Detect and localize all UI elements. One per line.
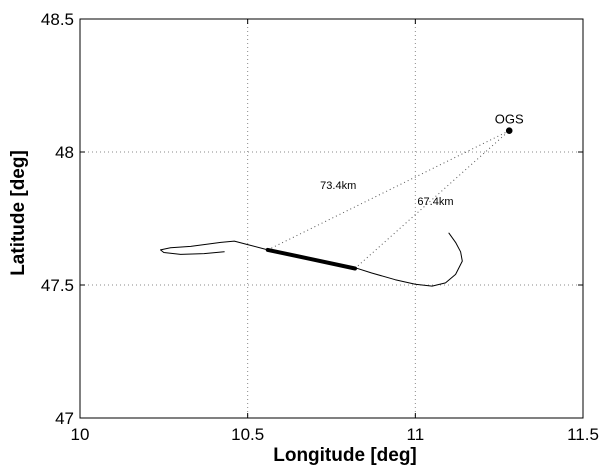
- x-tick-label: 10.5: [231, 425, 264, 444]
- station-marker: [505, 127, 513, 135]
- plot-frame: [79, 18, 584, 419]
- x-tick-label: 10: [71, 425, 90, 444]
- distance-line-1: [354, 130, 510, 269]
- annotations: OGS 73.4km 67.4km: [320, 112, 524, 208]
- grid-lines: [80, 19, 583, 418]
- x-tick-label: 11: [407, 425, 425, 444]
- y-tick-label: 47: [55, 409, 74, 428]
- distance-line-0: [267, 130, 510, 251]
- station-label: OGS: [495, 112, 524, 127]
- distance-label: 73.4km: [320, 180, 356, 192]
- y-tick-label: 48: [55, 143, 74, 162]
- y-axis-label: Latitude [deg]: [8, 150, 29, 276]
- axes-box: [79, 18, 584, 419]
- y-tick-label: 47.5: [41, 276, 74, 295]
- flight-track: [160, 232, 463, 287]
- track-segment-highlight: [265, 247, 357, 271]
- distance-lines: [267, 130, 510, 269]
- x-axis-label: Longitude [deg]: [273, 445, 417, 466]
- x-tick-label: 11.5: [567, 425, 599, 444]
- y-tick-label: 48.5: [41, 10, 74, 29]
- y-axis-ticks: 47 47.5 48 48.5: [41, 10, 583, 428]
- distance-label: 67.4km: [417, 196, 453, 208]
- x-axis-ticks: 10 10.5 11 11.5: [71, 19, 599, 444]
